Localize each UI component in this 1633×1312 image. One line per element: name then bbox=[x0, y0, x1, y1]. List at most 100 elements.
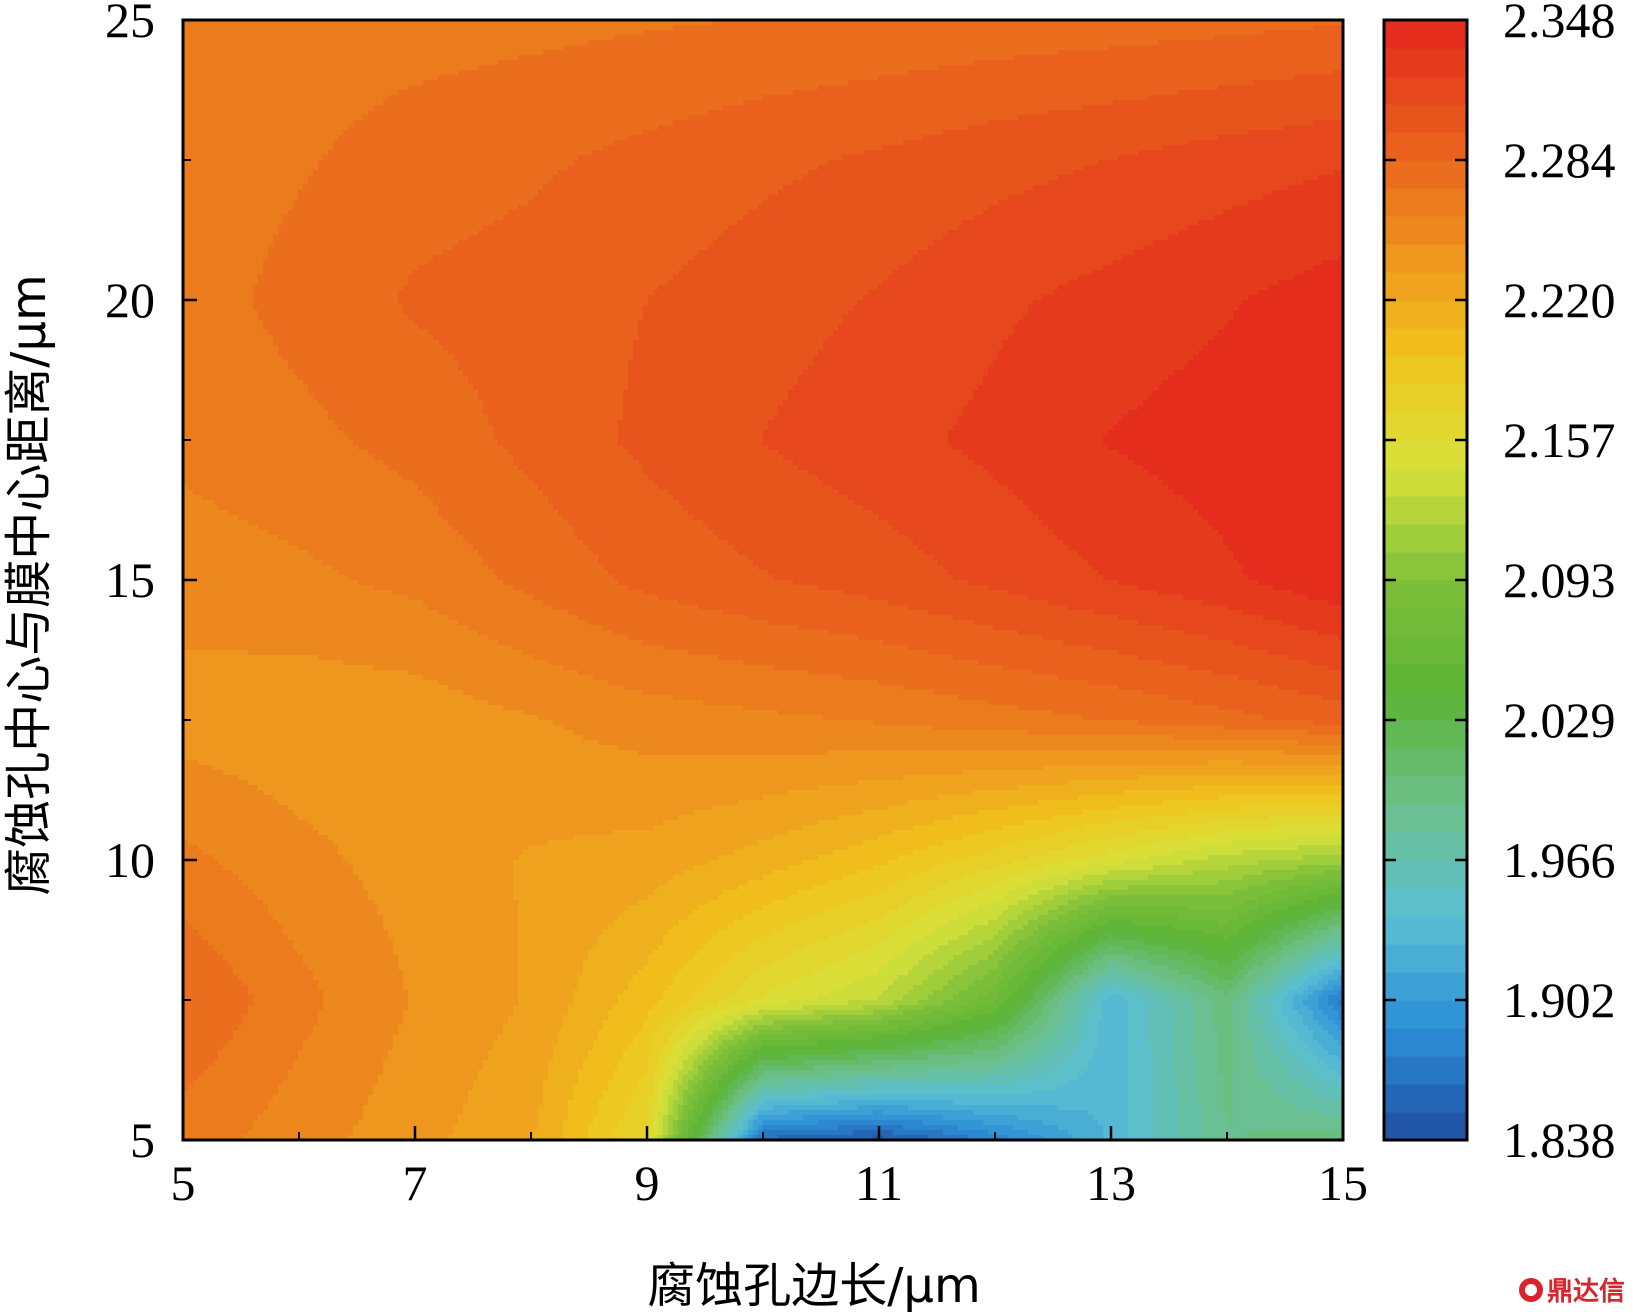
contour-cell bbox=[793, 105, 799, 111]
contour-cell bbox=[413, 125, 419, 131]
contour-cell bbox=[543, 75, 549, 81]
contour-cell bbox=[278, 85, 284, 91]
contour-cell bbox=[1313, 60, 1319, 66]
contour-cell bbox=[1073, 80, 1079, 86]
contour-cell bbox=[1188, 70, 1194, 76]
contour-cell bbox=[618, 70, 624, 76]
contour-cell bbox=[368, 90, 374, 96]
contour-cell bbox=[1213, 65, 1219, 71]
contour-cell bbox=[388, 35, 394, 41]
contour-cell bbox=[553, 110, 559, 116]
contour-cell bbox=[1338, 90, 1344, 96]
contour-cell bbox=[573, 95, 579, 101]
contour-cell bbox=[483, 75, 489, 81]
contour-cell bbox=[288, 80, 294, 86]
contour-cell bbox=[623, 35, 629, 41]
contour-cell bbox=[578, 120, 584, 126]
contour-cell bbox=[398, 65, 404, 71]
contour-cell bbox=[828, 90, 834, 96]
contour-cell bbox=[723, 50, 729, 56]
contour-cell bbox=[1078, 120, 1084, 126]
contour-cell bbox=[668, 125, 674, 131]
contour-cell bbox=[663, 85, 669, 91]
contour-cell bbox=[983, 85, 989, 91]
contour-cell bbox=[778, 120, 784, 126]
contour-cell bbox=[408, 90, 414, 96]
contour-cell bbox=[1123, 30, 1129, 36]
contour-cell bbox=[713, 95, 719, 101]
contour-cell bbox=[1163, 60, 1169, 66]
contour-cell bbox=[298, 120, 304, 126]
contour-cell bbox=[978, 55, 984, 61]
contour-cell bbox=[243, 55, 249, 61]
contour-cell bbox=[958, 45, 964, 51]
contour-cell bbox=[1008, 115, 1014, 121]
contour-cell bbox=[448, 40, 454, 46]
contour-cell bbox=[1288, 20, 1294, 26]
contour-cell bbox=[1123, 80, 1129, 86]
contour-cell bbox=[333, 85, 339, 91]
contour-cell bbox=[483, 90, 489, 96]
contour-cell bbox=[1223, 80, 1229, 86]
contour-cell bbox=[1053, 115, 1059, 121]
contour-cell bbox=[1048, 20, 1054, 26]
contour-cell bbox=[278, 65, 284, 71]
contour-cell bbox=[268, 110, 274, 116]
contour-cell bbox=[688, 105, 694, 111]
contour-cell bbox=[1058, 120, 1064, 126]
contour-cell bbox=[753, 65, 759, 71]
contour-cell bbox=[238, 40, 244, 46]
contour-cell bbox=[558, 110, 564, 116]
contour-cell bbox=[933, 45, 939, 51]
contour-cell bbox=[203, 45, 209, 51]
contour-cell bbox=[1258, 60, 1264, 66]
contour-cell bbox=[888, 35, 894, 41]
contour-cell bbox=[1008, 70, 1014, 76]
contour-cell bbox=[1328, 25, 1334, 31]
contour-cell bbox=[618, 110, 624, 116]
contour-cell bbox=[453, 100, 459, 106]
contour-cell bbox=[433, 70, 439, 76]
contour-cell bbox=[318, 75, 324, 81]
contour-cell bbox=[628, 55, 634, 61]
contour-cell bbox=[723, 100, 729, 106]
contour-cell bbox=[293, 70, 299, 76]
contour-cell bbox=[1323, 30, 1329, 36]
contour-cell bbox=[788, 90, 794, 96]
contour-cell bbox=[753, 95, 759, 101]
contour-cell bbox=[783, 125, 789, 131]
contour-cell bbox=[218, 125, 224, 131]
contour-cell bbox=[528, 105, 534, 111]
contour-cell bbox=[1198, 70, 1204, 76]
contour-cell bbox=[923, 20, 929, 26]
contour-cell bbox=[1233, 115, 1239, 121]
contour-cell bbox=[1278, 85, 1284, 91]
contour-cell bbox=[498, 90, 504, 96]
contour-cell bbox=[903, 75, 909, 81]
contour-cell bbox=[518, 110, 524, 116]
contour-cell bbox=[613, 95, 619, 101]
contour-cell bbox=[478, 85, 484, 91]
contour-cell bbox=[1178, 120, 1184, 126]
contour-cell bbox=[538, 65, 544, 71]
contour-cell bbox=[323, 20, 329, 26]
contour-cell bbox=[228, 85, 234, 91]
contour-cell bbox=[1028, 115, 1034, 121]
contour-cell bbox=[543, 30, 549, 36]
contour-cell bbox=[1323, 55, 1329, 61]
contour-cell bbox=[1123, 20, 1129, 26]
contour-cell bbox=[188, 45, 194, 51]
contour-cell bbox=[668, 35, 674, 41]
contour-cell bbox=[308, 110, 314, 116]
contour-cell bbox=[1228, 75, 1234, 81]
contour-cell bbox=[188, 110, 194, 116]
contour-cell bbox=[743, 30, 749, 36]
contour-cell bbox=[773, 25, 779, 31]
contour-cell bbox=[243, 20, 249, 26]
contour-cell bbox=[558, 25, 564, 31]
contour-cell bbox=[1223, 40, 1229, 46]
contour-cell bbox=[568, 20, 574, 26]
contour-cell bbox=[388, 40, 394, 46]
contour-cell bbox=[1318, 90, 1324, 96]
contour-cell bbox=[203, 110, 209, 116]
